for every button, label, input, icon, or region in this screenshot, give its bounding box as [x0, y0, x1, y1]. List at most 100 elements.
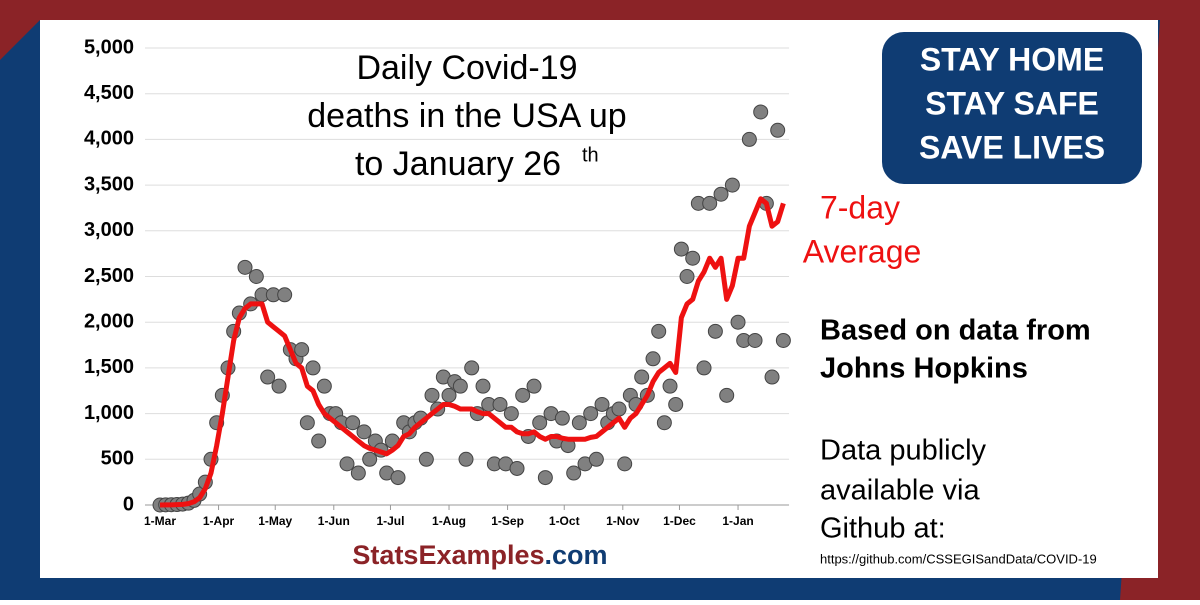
data-point: [764, 369, 780, 385]
x-tick-label: 1-Oct: [549, 514, 580, 528]
data-point: [390, 470, 406, 486]
footer-brand: StatsExamples: [352, 540, 544, 570]
data-point: [730, 314, 746, 330]
data-point: [277, 287, 293, 303]
data-point: [311, 433, 327, 449]
data-point: [673, 241, 689, 257]
data-point: [617, 456, 633, 472]
data-point: [707, 323, 723, 339]
footer-suffix: .com: [545, 540, 608, 570]
x-tick-label: 1-Jan: [722, 514, 753, 528]
x-tick-label: 1-Jun: [318, 514, 350, 528]
title-line: to January 26: [355, 145, 561, 183]
average-line: [159, 196, 786, 508]
data-point: [492, 396, 508, 412]
banner-box: [882, 32, 1142, 184]
y-tick-label: 3,000: [84, 219, 134, 241]
data-point: [696, 360, 712, 376]
data-point: [526, 378, 542, 394]
x-tick-label: 1-Mar: [144, 514, 176, 528]
source-line: Johns Hopkins: [820, 353, 1028, 385]
data-point: [350, 465, 366, 481]
title-superscript: th: [582, 144, 599, 166]
y-tick-label: 500: [101, 448, 134, 470]
data-point: [741, 131, 757, 147]
annotation: 7-day: [820, 189, 900, 225]
data-point: [418, 451, 434, 467]
title-line: deaths in the USA up: [307, 97, 626, 135]
y-tick-label: 2,500: [84, 265, 134, 287]
data-point: [339, 456, 355, 472]
data-point: [588, 451, 604, 467]
plot: 0 500 1,000 1,500 2,000 2,500 3,000 3,500 4,000 4…: [84, 36, 791, 528]
banner-line: STAY HOME: [920, 41, 1104, 77]
data-point: [362, 451, 378, 467]
data-point: [356, 424, 372, 440]
data-point: [583, 406, 599, 422]
banner-line: STAY SAFE: [925, 85, 1099, 121]
data-point: [271, 378, 287, 394]
x-tick-label: 1-Jul: [376, 514, 404, 528]
footer: StatsExamples.com: [352, 540, 607, 570]
data-point: [299, 415, 315, 431]
data-point: [503, 406, 519, 422]
x-tick-label: 1-May: [258, 514, 292, 528]
data-point: [424, 387, 440, 403]
title-line: Daily Covid-19: [356, 49, 577, 87]
y-tick-label: 2,000: [84, 310, 134, 332]
availability-line: Github at:: [820, 513, 946, 545]
availability-line: available via: [820, 475, 980, 507]
data-point: [571, 415, 587, 431]
data-point: [724, 177, 740, 193]
y-tick-label: 1,000: [84, 402, 134, 424]
data-point: [537, 470, 553, 486]
data-point: [662, 378, 678, 394]
data-point: [316, 378, 332, 394]
data-point: [458, 451, 474, 467]
data-point: [702, 195, 718, 211]
x-tick-label: 1-Nov: [606, 514, 640, 528]
data-point: [645, 351, 661, 367]
availability-line: Data publicly: [820, 435, 987, 467]
data-point: [611, 401, 627, 417]
y-tick-label: 0: [123, 493, 134, 515]
data-point: [651, 323, 667, 339]
data-point: [685, 250, 701, 266]
data-point: [594, 396, 610, 412]
data-point: [679, 269, 695, 284]
source-line: Based on data from: [820, 315, 1091, 347]
data-point: [634, 369, 650, 385]
y-tick-label: 5,000: [84, 36, 134, 58]
data-point: [294, 342, 310, 358]
x-tick-label: 1-Apr: [203, 514, 235, 528]
data-point: [509, 460, 525, 476]
data-point: [532, 415, 548, 431]
data-point: [237, 259, 253, 275]
data-point: [775, 332, 791, 348]
data-point: [753, 104, 769, 120]
x-tick-label: 1-Sep: [491, 514, 524, 528]
data-point: [452, 378, 468, 394]
data-point: [668, 396, 684, 412]
data-point: [305, 360, 321, 376]
x-tick-label: 1-Aug: [432, 514, 466, 528]
annotation: Average: [803, 233, 922, 269]
data-point: [656, 415, 672, 431]
x-tick-label: 1-Dec: [663, 514, 696, 528]
data-point: [475, 378, 491, 394]
y-tick-label: 4,000: [84, 128, 134, 150]
data-point: [260, 369, 276, 385]
data-point: [441, 387, 457, 403]
data-point: [719, 387, 735, 403]
banner-line: SAVE LIVES: [919, 129, 1105, 165]
data-point: [345, 415, 361, 431]
y-tick-label: 1,500: [84, 356, 134, 378]
data-point: [554, 410, 570, 426]
data-point: [713, 186, 729, 202]
data-point: [747, 332, 763, 348]
data-point: [566, 465, 582, 481]
data-point: [464, 360, 480, 376]
data-point: [515, 387, 531, 403]
y-tick-label: 4,500: [84, 82, 134, 104]
